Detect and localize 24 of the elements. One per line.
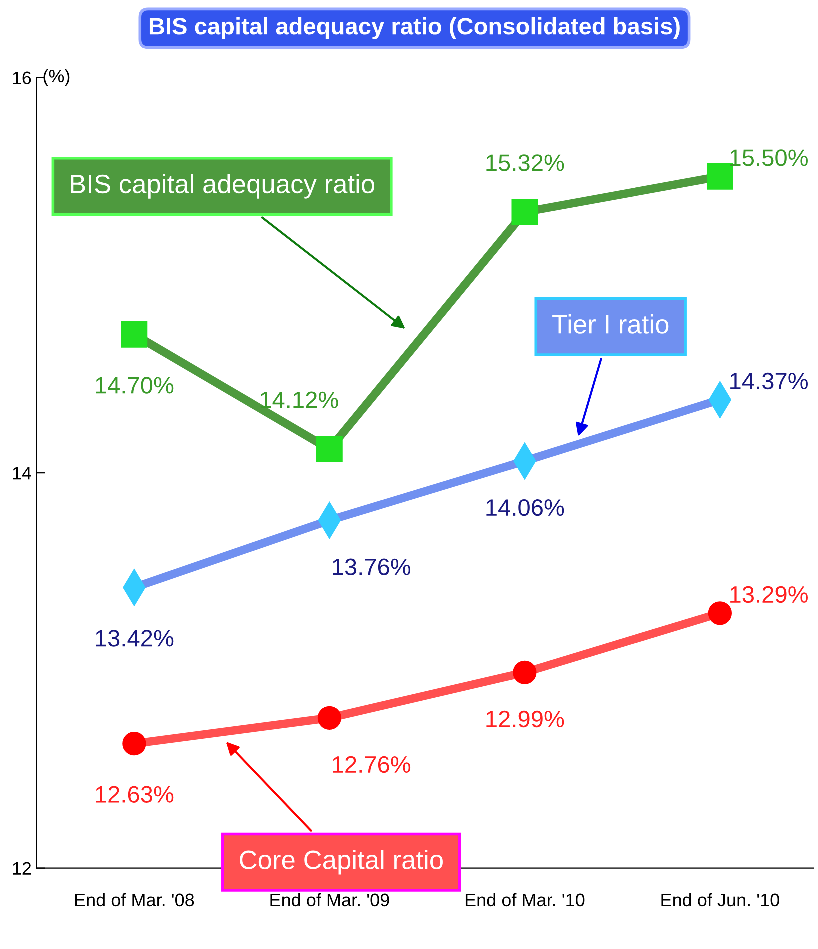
data-label: 15.50% <box>730 150 808 166</box>
data-label: 13.76% <box>333 558 411 576</box>
x-tick-label: End of Mar. '09 <box>270 893 390 907</box>
y-tick-label: 14 <box>13 467 32 480</box>
x-tick-label: End of Jun. '10 <box>662 893 780 907</box>
data-label: 14.37% <box>730 372 808 390</box>
data-label: 12.99% <box>486 710 564 728</box>
x-tick-label: End of Mar. '10 <box>466 893 585 907</box>
data-label: 12.63% <box>96 786 174 803</box>
data-label: 14.70% <box>96 377 174 394</box>
text: BIS capital adequacy ratio <box>71 174 374 199</box>
data-label: 13.42% <box>96 630 174 647</box>
y-tick-label: 12 <box>13 862 32 875</box>
data-label: 14.12% <box>260 392 338 408</box>
x-tick-label: End of Mar. '08 <box>75 893 194 907</box>
data-label: 13.29% <box>730 586 808 604</box>
y-axis-title: (%) <box>44 69 70 86</box>
text: Core Capital ratio <box>240 850 443 875</box>
text: Tier I ratio <box>552 314 669 334</box>
data-label: 14.06% <box>486 499 564 516</box>
data-label: 12.76% <box>333 756 411 774</box>
y-tick-label: 16 <box>13 72 32 85</box>
data-label: 15.32% <box>486 154 564 172</box>
chart-title: BIS capital adequacy ratio (Consolidated basis) <box>150 17 680 40</box>
